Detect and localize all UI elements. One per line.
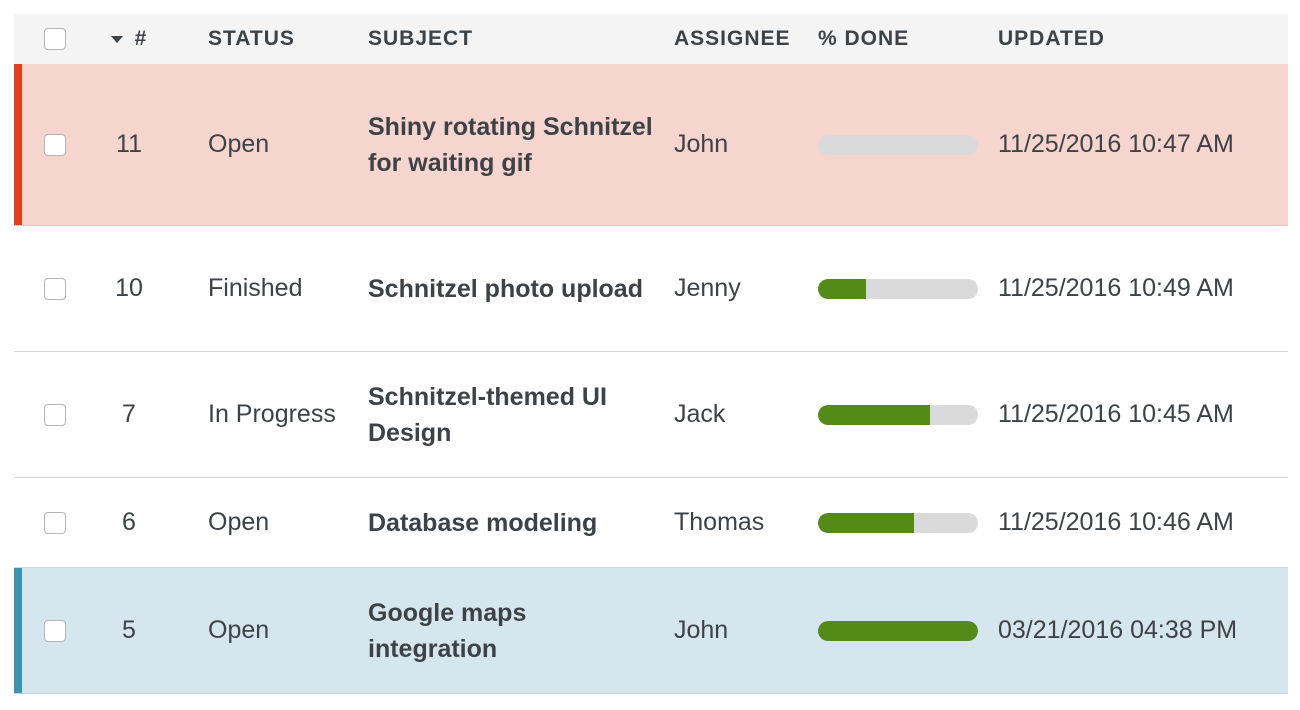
row-number: 5 — [122, 616, 136, 644]
row-status: Open — [208, 508, 270, 536]
row-updated: 11/25/2016 10:47 AM — [998, 130, 1234, 158]
row-checkbox[interactable] — [44, 619, 66, 642]
row-assignee: Jenny — [674, 274, 741, 302]
row-status: In Progress — [208, 400, 336, 428]
row-subject-link[interactable]: Database modeling — [368, 508, 598, 537]
row-highlight-marker — [14, 64, 22, 225]
row-number: 6 — [122, 508, 136, 536]
row-subject-link[interactable]: Shiny rotating Schnitzel for waiting gif — [368, 112, 653, 177]
row-assignee: John — [674, 616, 729, 644]
row-assignee: Jack — [674, 400, 726, 428]
row-number: 10 — [115, 274, 143, 302]
row-number: 11 — [116, 130, 142, 158]
header-number[interactable]: # — [84, 14, 174, 64]
row-highlight-marker — [14, 568, 22, 693]
select-all-checkbox[interactable] — [44, 28, 66, 50]
row-checkbox[interactable] — [44, 133, 66, 156]
progress-fill — [818, 620, 978, 641]
header-status-label: STATUS — [208, 27, 295, 50]
row-updated: 03/21/2016 04:38 PM — [998, 616, 1238, 644]
row-checkbox[interactable] — [44, 277, 66, 300]
row-status: Open — [208, 130, 270, 158]
table-header: # STATUS SUBJECT ASSIGNEE % DONE UPDATED — [14, 14, 1288, 64]
progress-fill — [818, 404, 930, 425]
header-updated[interactable]: UPDATED — [998, 14, 1298, 64]
row-status: Open — [208, 616, 270, 644]
row-number: 7 — [122, 400, 136, 428]
row-status: Finished — [208, 274, 303, 302]
row-updated: 11/25/2016 10:46 AM — [998, 508, 1234, 536]
header-subject[interactable]: SUBJECT — [368, 14, 660, 64]
table-row[interactable]: 5 Open Google maps integration John 03/2… — [14, 568, 1288, 694]
row-checkbox[interactable] — [44, 403, 66, 426]
progress-bar — [818, 404, 978, 425]
progress-fill — [818, 512, 914, 533]
header-subject-label: SUBJECT — [368, 27, 474, 50]
row-subject-link[interactable]: Schnitzel photo upload — [368, 274, 643, 303]
table-row[interactable]: 11 Open Shiny rotating Schnitzel for wai… — [14, 64, 1288, 226]
header-assignee-label: ASSIGNEE — [674, 27, 791, 50]
row-updated: 11/25/2016 10:49 AM — [998, 274, 1234, 302]
row-assignee: John — [674, 130, 729, 158]
table-row[interactable]: 7 In Progress Schnitzel-themed UI Design… — [14, 352, 1288, 478]
header-number-label: # — [134, 27, 148, 50]
progress-bar — [818, 620, 978, 641]
row-subject-link[interactable]: Schnitzel-themed UI Design — [368, 382, 607, 447]
header-checkbox-cell — [44, 14, 70, 64]
header-updated-label: UPDATED — [998, 27, 1105, 50]
header-assignee[interactable]: ASSIGNEE — [674, 14, 814, 64]
table-row[interactable]: 10 Finished Schnitzel photo upload Jenny… — [14, 226, 1288, 352]
table-row[interactable]: 6 Open Database modeling Thomas 11/25/20… — [14, 478, 1288, 568]
header-done-label: % DONE — [818, 27, 910, 50]
header-done[interactable]: % DONE — [818, 14, 988, 64]
row-checkbox[interactable] — [44, 511, 66, 534]
row-subject-link[interactable]: Google maps integration — [368, 598, 527, 663]
progress-fill — [818, 278, 866, 299]
row-updated: 11/25/2016 10:45 AM — [998, 400, 1234, 428]
progress-bar — [818, 512, 978, 533]
header-status[interactable]: STATUS — [208, 14, 358, 64]
caret-down-icon[interactable] — [110, 35, 123, 43]
row-assignee: Thomas — [674, 508, 765, 536]
progress-bar — [818, 278, 978, 299]
issues-table: # STATUS SUBJECT ASSIGNEE % DONE UPDATED… — [14, 14, 1288, 694]
progress-bar — [818, 134, 978, 155]
